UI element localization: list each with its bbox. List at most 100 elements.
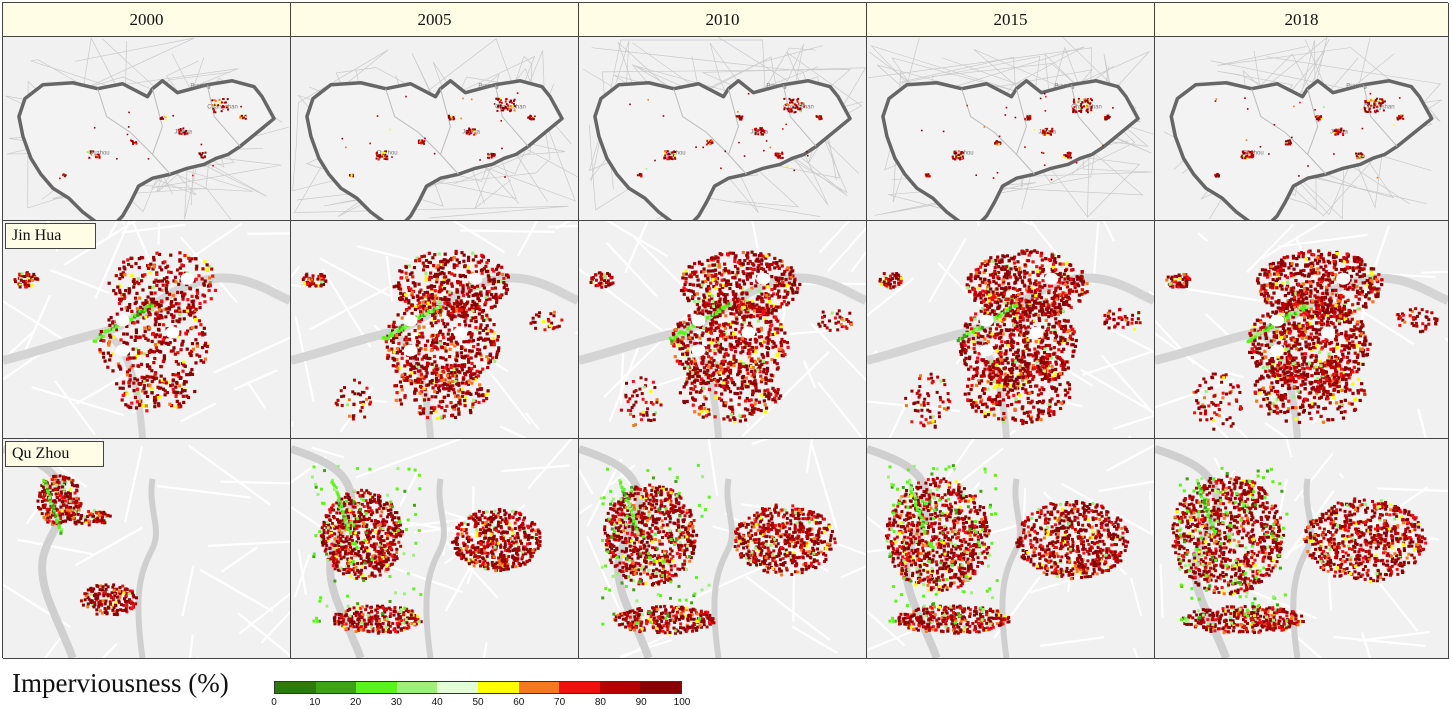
urban-pixel [734,254,738,258]
urban-pixel [764,256,768,260]
urban-speck [500,120,503,122]
urban-speck [757,129,760,132]
urban-speck [791,101,794,104]
urban-pixel [783,352,787,357]
urban-pixel [161,283,165,287]
urban-pixel [707,408,711,412]
urban-pixel [977,271,982,275]
urban-speck [1077,101,1080,103]
urban-pixel [160,378,164,382]
urban-speck [211,104,214,107]
urban-speck [1360,153,1363,156]
urban-speck [474,132,477,135]
urban-pixel [757,289,762,294]
urban-pixel [129,335,133,339]
urban-pixel [1064,282,1068,287]
urban-pixel [1021,310,1025,314]
urban-pixel [987,259,991,263]
urban-pixel [151,332,155,336]
urban-pixel [780,259,784,263]
urban-pixel [783,269,787,274]
urban-pixel [488,353,492,358]
urban-pixel [472,285,476,290]
urban-pixel [159,303,163,308]
urban-pixel [145,300,149,304]
urban-pixel [440,318,444,322]
urban-speck [1014,116,1017,119]
road-line [75,349,168,405]
urban-pixel [410,291,414,295]
urban-pixel [681,276,685,280]
urban-pixel [1047,258,1051,262]
urban-pixel [760,363,764,367]
urban-pixel [700,333,704,337]
urban-pixel [422,386,426,391]
urban-speck [975,174,978,176]
urban-pixel [706,369,710,373]
urban-pixel [764,381,768,385]
urban-pixel [991,259,995,263]
urban-pixel [745,292,749,296]
urban-pixel [386,353,390,357]
urban-pixel [448,354,452,359]
urban-pixel [1039,254,1043,258]
urban-pixel [723,369,727,373]
urban-pixel [604,281,608,285]
urban-pixel [424,271,428,276]
urban-pixel [438,265,442,270]
road-line [1082,349,1154,376]
urban-pixel [969,275,973,279]
urban-pixel [817,322,821,326]
urban-pixel [144,390,148,394]
urban-pixel [1017,297,1021,302]
urban-pixel [731,290,735,294]
region-outline [1169,79,1434,220]
urban-pixel [449,364,453,368]
urban-pixel [454,379,458,384]
urban-pixel [986,262,990,266]
urban-pixel [455,288,459,292]
urban-pixel [434,395,438,399]
urban-pixel [476,337,480,341]
urban-pixel [733,321,737,325]
urban-pixel [685,352,689,357]
urban-speck [1369,110,1372,113]
urban-pixel [150,308,154,312]
urban-pixel [680,323,684,327]
urban-pixel [441,383,445,387]
urban-pixel [359,400,363,404]
urban-pixel [462,365,466,369]
urban-pixel [340,403,344,407]
urban-speck [1090,105,1093,108]
urban-pixel [171,387,175,391]
urban-pixel [596,283,600,287]
urban-speck [224,101,227,104]
urban-pixel [732,332,736,336]
urban-pixel [404,308,409,312]
urban-pixel [384,340,388,344]
urban-speck [760,127,763,130]
urban-pixel [754,350,758,354]
urban-pixel [722,371,726,375]
urban-pixel [777,289,781,293]
urban-pixel [785,292,790,296]
urban-pixel [689,370,693,374]
urban-pixel [1031,270,1035,274]
urban-pixel [118,267,122,271]
urban-pixel [133,395,138,400]
urban-pixel [994,281,998,285]
urban-pixel [459,274,463,278]
urban-pixel [142,316,146,320]
urban-speck [994,142,997,145]
place-label: Puyang [478,84,498,90]
green-pixel [400,328,404,332]
county-boundary [151,88,171,175]
green-pixel [683,331,687,335]
urban-speck [214,103,217,106]
urban-pixel [437,404,441,408]
urban-pixel [1069,277,1073,281]
urban-speck [996,143,999,146]
urban-speck [781,151,784,154]
urban-pixel [631,379,635,383]
urban-speck [384,150,387,153]
